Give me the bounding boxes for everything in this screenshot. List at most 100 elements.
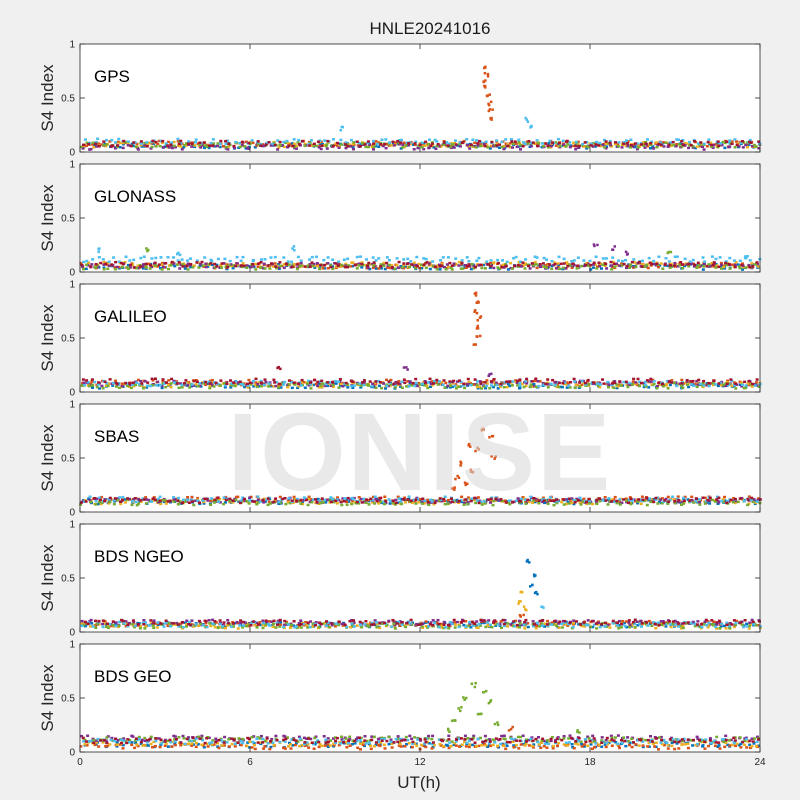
data-point <box>450 622 454 626</box>
data-point <box>485 382 489 385</box>
data-point <box>385 384 389 388</box>
data-point <box>136 148 140 151</box>
data-point <box>207 380 211 384</box>
data-point <box>467 260 471 263</box>
data-point <box>197 619 201 623</box>
data-point <box>138 383 142 386</box>
data-point <box>707 138 711 141</box>
data-point <box>321 501 325 504</box>
data-point <box>274 384 278 388</box>
data-point <box>757 140 761 143</box>
data-point <box>479 142 483 146</box>
data-point <box>266 497 270 500</box>
data-point <box>586 619 590 622</box>
data-point <box>566 624 570 627</box>
data-point <box>469 382 473 385</box>
data-point <box>278 618 282 622</box>
data-point <box>423 380 427 383</box>
data-point <box>530 380 534 383</box>
data-point <box>169 264 173 267</box>
data-point <box>256 262 260 266</box>
data-point <box>676 500 680 504</box>
data-point <box>263 500 267 503</box>
data-point <box>218 266 222 269</box>
data-point <box>135 381 139 384</box>
data-point <box>173 146 177 149</box>
data-point <box>365 258 368 261</box>
data-point <box>164 502 168 505</box>
data-point <box>286 141 290 145</box>
data-point <box>211 618 215 622</box>
data-point <box>754 263 758 266</box>
data-point <box>477 256 481 260</box>
data-point <box>203 144 207 147</box>
data-point <box>93 743 97 747</box>
data-point <box>647 745 651 748</box>
data-point <box>422 147 426 151</box>
data-point <box>329 496 333 499</box>
data-point <box>717 501 721 504</box>
data-point <box>215 263 219 267</box>
data-point <box>678 262 682 265</box>
data-point <box>469 468 473 472</box>
data-point <box>331 265 335 268</box>
data-point <box>204 262 208 266</box>
data-point <box>113 268 117 271</box>
data-point <box>299 264 303 268</box>
data-point <box>108 140 112 143</box>
data-point <box>730 142 734 146</box>
data-point <box>681 143 685 146</box>
data-point <box>569 381 573 384</box>
data-point <box>525 118 529 121</box>
data-point <box>115 265 119 269</box>
data-point <box>196 743 200 746</box>
data-point <box>718 627 722 630</box>
data-point <box>200 144 204 147</box>
data-point <box>546 381 550 384</box>
baseline-series-7 <box>82 139 761 148</box>
data-point <box>396 382 400 385</box>
data-point <box>705 382 709 385</box>
data-point <box>691 744 695 747</box>
data-point <box>241 262 245 265</box>
data-point <box>327 625 331 629</box>
data-point <box>659 620 663 623</box>
data-point <box>675 143 679 146</box>
data-point <box>526 142 530 145</box>
data-point <box>674 145 678 148</box>
data-point <box>117 137 121 141</box>
data-point <box>475 311 479 315</box>
data-point <box>177 142 181 146</box>
data-point <box>446 384 450 388</box>
data-point <box>429 385 432 389</box>
data-point <box>657 142 661 146</box>
data-point <box>323 139 327 142</box>
data-point <box>257 381 261 384</box>
data-point <box>598 386 602 389</box>
data-point <box>167 146 171 149</box>
data-point <box>294 625 298 628</box>
data-point <box>324 624 328 627</box>
data-point <box>176 499 180 503</box>
data-point <box>421 626 425 629</box>
data-point <box>750 496 754 500</box>
data-point <box>673 261 677 265</box>
data-point <box>158 144 162 148</box>
data-point <box>396 266 400 269</box>
data-point <box>538 263 542 266</box>
data-point <box>117 260 121 263</box>
data-point <box>486 146 490 149</box>
data-point <box>666 502 670 505</box>
data-point <box>489 380 493 383</box>
data-point <box>666 264 670 268</box>
data-point <box>717 144 721 148</box>
data-point <box>484 625 488 629</box>
data-point <box>377 145 381 148</box>
data-point <box>505 260 509 264</box>
data-point <box>261 623 265 626</box>
data-point <box>610 383 614 387</box>
data-point <box>677 143 681 146</box>
data-point <box>261 144 265 148</box>
data-point <box>504 501 508 504</box>
data-point <box>730 263 734 266</box>
